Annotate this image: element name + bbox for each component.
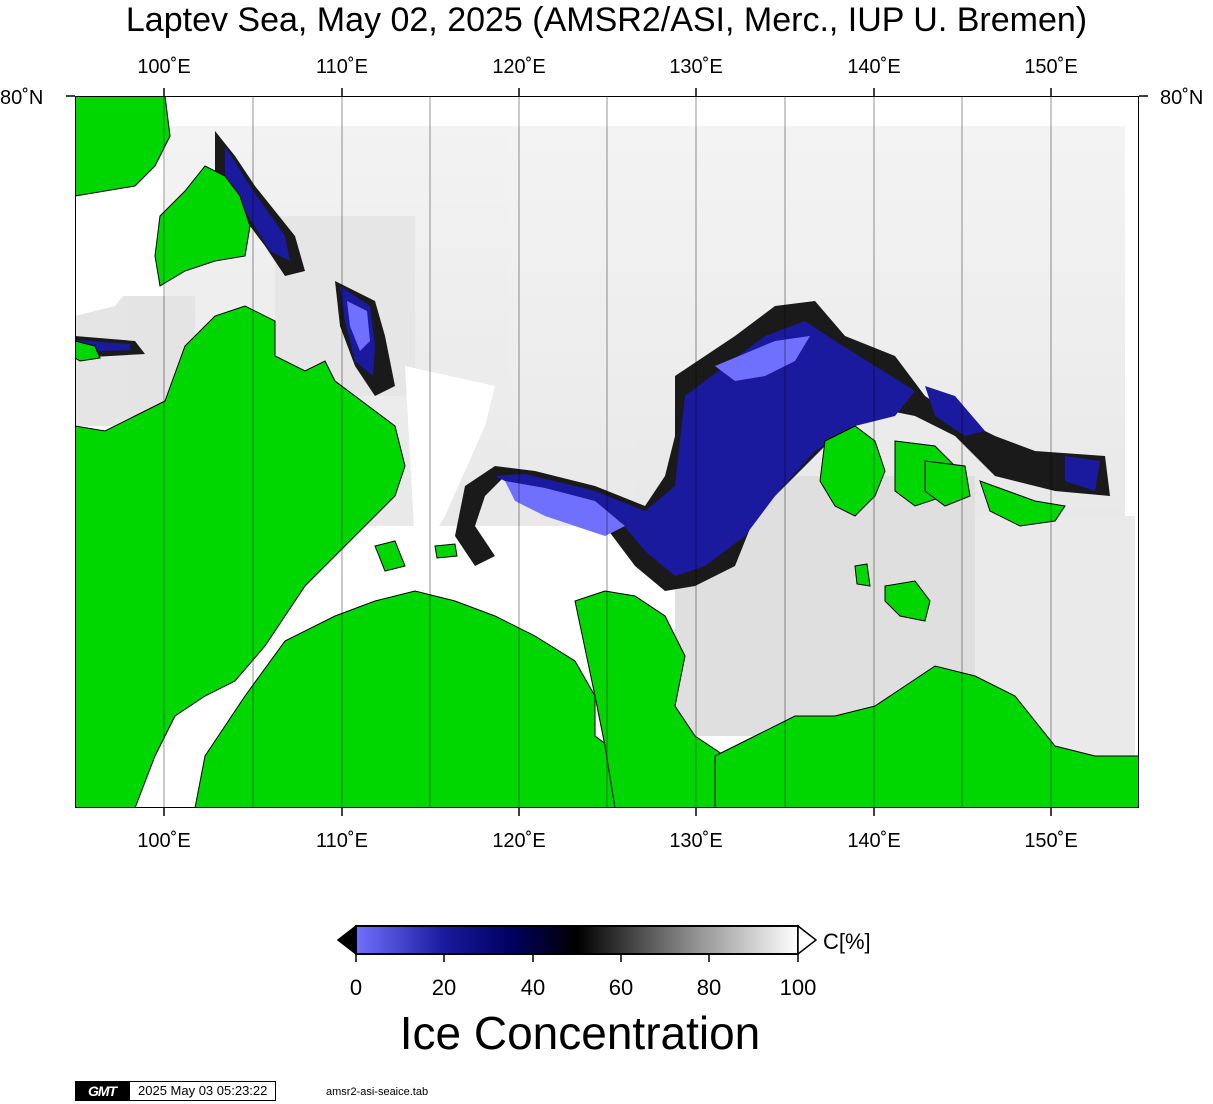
land-masses: [75, 96, 1139, 808]
colorbar-title: Ice Concentration: [399, 1007, 761, 1059]
lon-label-top-130e: 130˚E: [669, 56, 723, 78]
colorbar-tick-100: 100: [779, 975, 817, 1000]
polynya-light-blue: [347, 301, 810, 536]
colorbar: [336, 924, 818, 962]
lon-label-top-150e: 150˚E: [1024, 56, 1078, 78]
lon-label-top-110e: 110˚E: [316, 56, 368, 78]
colorbar-gradient: [355, 925, 799, 955]
lon-label-bottom-110e: 110˚E: [316, 830, 368, 852]
meridian-gridlines: [163, 96, 1052, 808]
lon-label-top-100e: 100˚E: [137, 56, 191, 78]
colorbar-unit: C[%]: [823, 929, 871, 954]
colorbar-tick-20: 20: [431, 975, 457, 1000]
lon-label-bottom-140e: 140˚E: [847, 830, 901, 852]
colorbar-tick-80: 80: [696, 975, 722, 1000]
colorbar-max-triangle: [797, 924, 818, 956]
colorbar-min-triangle: [336, 924, 357, 956]
lon-label-top-140e: 140˚E: [847, 56, 901, 78]
source-filename: amsr2-asi-seaice.tab: [326, 1086, 429, 1098]
colorbar-tick-0: 0: [349, 975, 363, 1000]
gmt-logo: GMT: [75, 1081, 129, 1101]
colorbar-tick-40: 40: [520, 975, 546, 1000]
map-frame: [75, 96, 1139, 808]
lat-label-left-80n: 80˚N: [0, 87, 44, 109]
lat-label-right-80n: 80˚N: [1160, 87, 1204, 109]
lon-label-bottom-100e: 100˚E: [137, 830, 191, 852]
colorbar-tick-60: 60: [608, 975, 634, 1000]
lon-label-bottom-130e: 130˚E: [669, 830, 723, 852]
ice-concentration-map: [75, 96, 1139, 808]
lon-label-top-120e: 120˚E: [492, 56, 546, 78]
map-title: Laptev Sea, May 02, 2025 (AMSR2/ASI, Mer…: [125, 1, 1088, 39]
lon-label-bottom-150e: 150˚E: [1024, 830, 1078, 852]
gmt-timestamp: 2025 May 03 05:23:22: [129, 1081, 277, 1101]
lon-label-bottom-120e: 120˚E: [492, 830, 546, 852]
